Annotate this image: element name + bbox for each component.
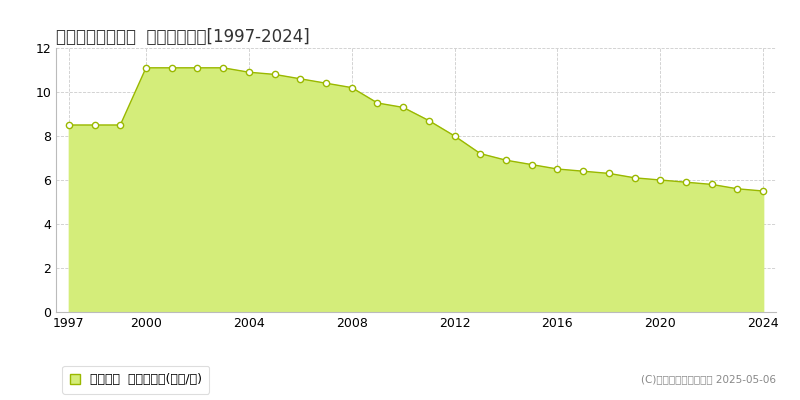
Legend: 基準地価  平均坪単価(万円/坪): 基準地価 平均坪単価(万円/坪) (62, 366, 210, 394)
Text: 日高郡由良町衣奈  基準地価推移[1997-2024]: 日高郡由良町衣奈 基準地価推移[1997-2024] (56, 28, 310, 46)
Text: (C)土地価格ドットコム 2025-05-06: (C)土地価格ドットコム 2025-05-06 (641, 374, 776, 384)
